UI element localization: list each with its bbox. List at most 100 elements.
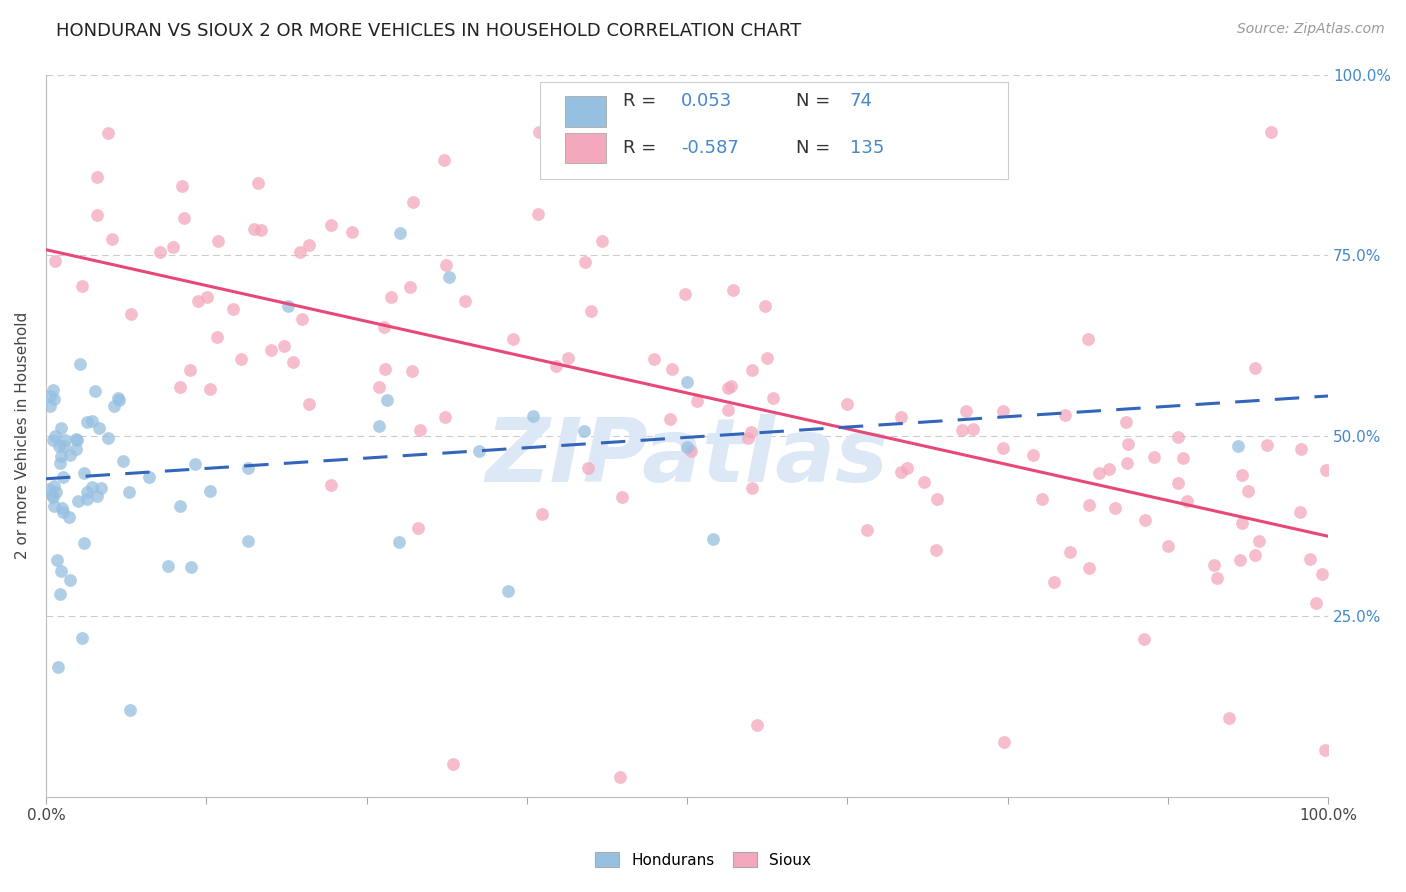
Point [1249,534,1271,549]
Point [721,283,744,297]
Point [1171,451,1194,466]
Point [69,357,91,371]
Point [297,397,319,411]
Point [1244,548,1267,562]
Point [87,421,110,435]
Point [51,500,73,515]
Point [277,299,299,313]
Point [522,409,544,423]
Point [434,410,457,425]
Text: R =: R = [623,92,662,111]
Point [1230,467,1253,482]
Point [38,483,60,497]
FancyBboxPatch shape [565,96,606,127]
Point [118,703,141,717]
Point [1042,575,1064,590]
Point [574,254,596,268]
Point [1059,545,1081,559]
Point [433,153,456,168]
Point [925,542,948,557]
Point [754,299,776,313]
Point [48,440,70,454]
Point [198,382,221,396]
Point [398,280,420,294]
Point [273,339,295,353]
Point [41,490,63,504]
Point [437,269,460,284]
Point [1115,415,1137,429]
Point [1031,492,1053,507]
Point [180,560,202,574]
Point [380,290,402,304]
Point [1132,632,1154,646]
Point [1260,125,1282,139]
Point [1116,456,1139,470]
Point [86,489,108,503]
Point [53,433,76,447]
Point [441,756,464,771]
Point [388,535,411,549]
Point [246,176,269,190]
Point [112,454,135,468]
Point [73,466,96,480]
Point [65,442,87,456]
Point [856,523,879,537]
Point [84,384,107,398]
Point [1299,552,1322,566]
Point [169,500,191,514]
Point [243,222,266,236]
Point [720,379,742,393]
Text: N =: N = [796,92,837,111]
Point [169,380,191,394]
Point [173,211,195,225]
Point [896,460,918,475]
Point [557,351,579,365]
Point [76,415,98,429]
Point [281,355,304,369]
Point [579,303,602,318]
Point [530,508,553,522]
Point [205,330,228,344]
Point [502,332,524,346]
Point [184,458,207,472]
Point [890,466,912,480]
Point [454,293,477,308]
FancyBboxPatch shape [540,82,1008,179]
Point [389,227,412,241]
Point [86,170,108,185]
Point [375,393,398,408]
Point [658,412,681,426]
Point [1313,743,1336,757]
Point [1133,513,1156,527]
Point [368,380,391,394]
Point [82,414,104,428]
Point [195,290,218,304]
Point [741,363,763,377]
Point [76,491,98,506]
Point [702,532,724,546]
Point [162,240,184,254]
Point [288,244,311,259]
Point [434,259,457,273]
Point [238,460,260,475]
Point [1077,332,1099,346]
Point [52,505,75,519]
Point [46,659,69,673]
Point [97,126,120,140]
Point [1078,498,1101,512]
Point [643,352,665,367]
Point [49,456,72,470]
Y-axis label: 2 or more Vehicles in Household: 2 or more Vehicles in Household [15,312,30,559]
Text: -0.587: -0.587 [681,139,738,157]
Point [526,207,548,221]
Text: ZIPatlas: ZIPatlas [485,414,889,500]
Point [661,362,683,376]
Point [46,553,69,567]
Point [835,397,858,411]
Point [544,359,567,373]
Point [1077,561,1099,575]
Point [59,573,82,587]
Point [496,584,519,599]
Point [647,165,669,179]
Point [107,393,129,408]
